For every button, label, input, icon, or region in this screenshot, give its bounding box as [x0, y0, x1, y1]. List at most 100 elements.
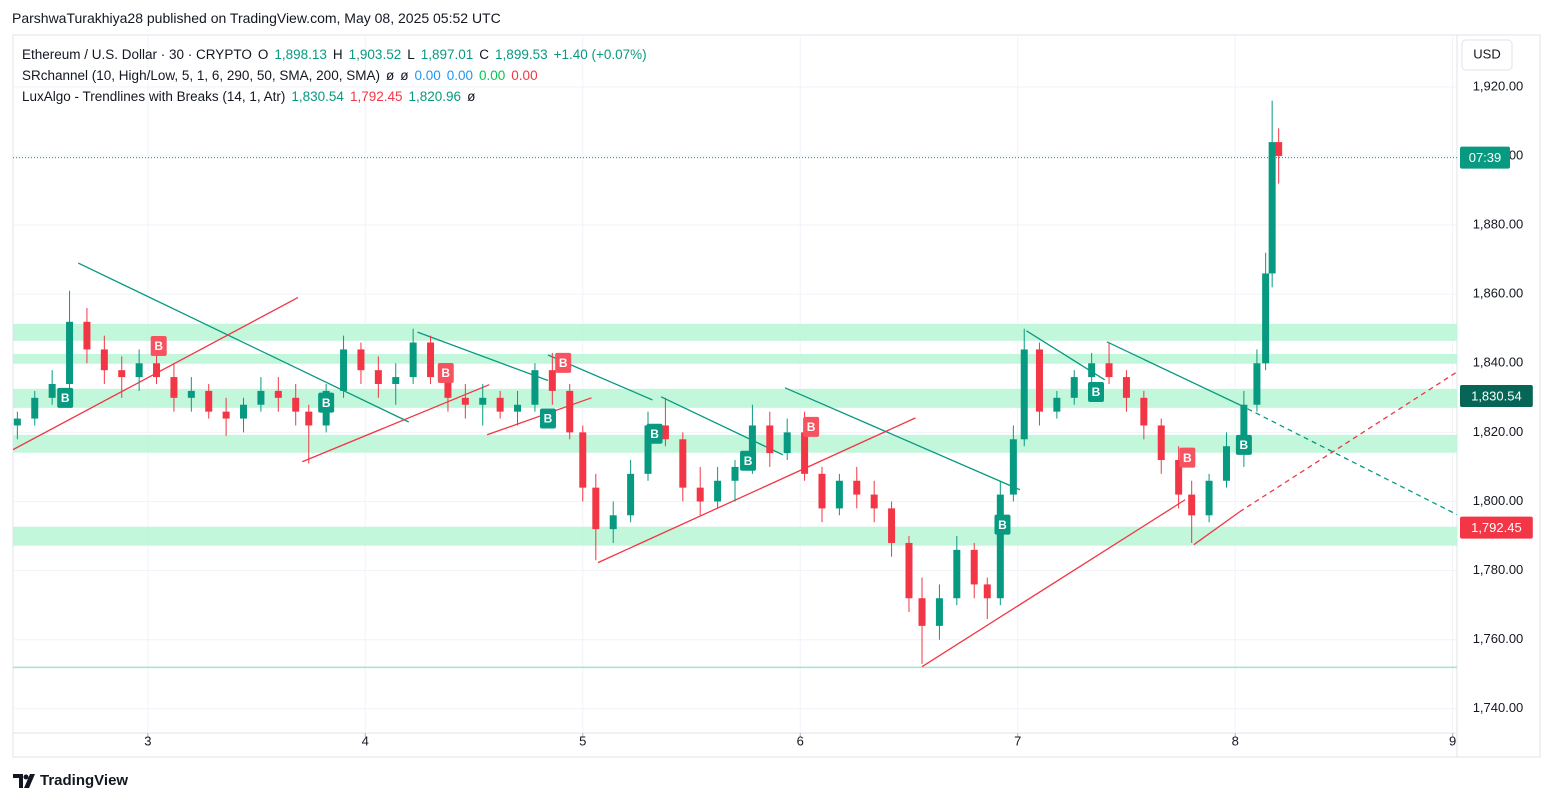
legend-item: 0.00	[446, 68, 474, 83]
break-marker	[646, 423, 663, 444]
x-tick-label: 5	[579, 733, 586, 748]
legend-item: LuxAlgo - Trendlines with Breaks (14, 1,…	[22, 89, 286, 104]
legend-item: Ethereum / U.S. Dollar · 30 · CRYPTO	[22, 47, 252, 62]
x-tick-label: 9	[1449, 733, 1456, 748]
candle-body	[392, 377, 400, 384]
x-tick-label: 6	[797, 733, 804, 748]
candle-body	[409, 342, 417, 378]
legend-item: 0.00	[414, 68, 441, 83]
candle-body	[801, 432, 809, 474]
break-marker-label: B	[322, 396, 331, 410]
legend-item: ø	[400, 68, 409, 83]
y-tick-label: 1,820.00	[1473, 424, 1524, 439]
candle-body	[1122, 377, 1130, 398]
candle-body	[766, 425, 774, 454]
candle-body	[222, 411, 230, 419]
candle-body	[1088, 363, 1096, 378]
candle-body	[888, 508, 896, 543]
candle-body	[1009, 439, 1017, 495]
trendline	[660, 396, 784, 456]
break-marker	[994, 514, 1011, 535]
candle-body	[496, 397, 504, 412]
candle-body	[853, 480, 861, 495]
price-label-box	[1460, 516, 1533, 539]
legend-item: 1,903.52	[348, 47, 402, 62]
trendline	[301, 384, 490, 463]
candle-body	[696, 487, 704, 502]
legend-item: H	[332, 47, 343, 62]
candle-body	[1105, 363, 1113, 378]
candle-body	[1175, 460, 1183, 495]
break-marker	[150, 335, 167, 356]
candle-body	[461, 397, 469, 405]
legend-item: SRchannel (10, High/Low, 5, 1, 6, 290, 5…	[22, 68, 380, 83]
legend-item: 0.00	[511, 68, 538, 83]
candle-body	[748, 425, 756, 467]
candle-body	[1188, 494, 1196, 516]
break-marker-label: B	[1092, 385, 1101, 399]
trendline	[417, 331, 549, 382]
break-marker	[57, 387, 74, 408]
candle-body	[918, 598, 926, 626]
break-marker	[437, 362, 454, 383]
candle-body	[783, 432, 791, 454]
candle-body	[661, 425, 669, 440]
sr-zone	[13, 353, 1457, 364]
candle-body	[374, 370, 382, 384]
candle-body	[870, 494, 878, 509]
candle-body	[514, 404, 522, 412]
candle-body	[579, 432, 587, 488]
candle-body	[1240, 404, 1248, 447]
legend-item: L	[407, 47, 415, 62]
break-marker-label: B	[744, 454, 753, 468]
candle-body	[548, 370, 556, 391]
candle-body	[1070, 377, 1078, 398]
candle-body	[274, 390, 282, 398]
candle-body	[905, 542, 913, 599]
candle-body	[1157, 425, 1165, 461]
break-marker-label: B	[998, 518, 1007, 532]
break-marker-label: B	[807, 420, 816, 434]
plot-area: B B B B B B B B B B B B B	[13, 35, 1457, 733]
price-label: 1,830.54	[1471, 388, 1522, 403]
trendline	[597, 417, 916, 564]
price-label-box	[1460, 384, 1533, 407]
legend-item: O	[257, 47, 269, 62]
candle-body	[970, 549, 978, 585]
candle-body	[627, 473, 635, 516]
trendline	[1239, 371, 1457, 513]
candle-body	[31, 397, 39, 419]
trendline	[784, 387, 1021, 491]
y-tick-label: 1,740.00	[1473, 700, 1524, 715]
break-marker-label: B	[544, 412, 553, 426]
break-marker-label: B	[650, 427, 659, 441]
y-tick-label: 1,760.00	[1473, 631, 1524, 646]
candle-body	[153, 363, 161, 378]
candle-body	[983, 584, 991, 599]
break-marker	[1088, 381, 1104, 402]
break-marker	[539, 408, 556, 429]
candle-body	[357, 349, 365, 371]
candle-body	[240, 404, 248, 419]
brand: TradingView	[40, 772, 129, 789]
x-tick-label: 8	[1232, 733, 1239, 748]
legend-item: 1,820.96	[408, 89, 462, 104]
candle-body	[83, 321, 91, 350]
legend-row: SRchannel (10, High/Low, 5, 1, 6, 290, 5…	[22, 65, 653, 86]
trendline	[77, 262, 410, 423]
price-label: 1,792.45	[1471, 520, 1522, 535]
candle-body	[340, 349, 348, 391]
break-marker	[1179, 447, 1196, 468]
candle-body	[714, 480, 722, 502]
y-tick-label: 1,780.00	[1473, 562, 1524, 577]
candle-body	[170, 377, 178, 398]
candle-body	[135, 363, 143, 378]
candle-body	[1140, 397, 1148, 426]
candle-body	[257, 390, 265, 405]
candle-body	[205, 390, 213, 412]
legend-item: 1,899.53	[495, 47, 548, 62]
candle-body	[644, 425, 652, 474]
candle-body	[427, 342, 435, 378]
candle-body	[1035, 349, 1043, 412]
